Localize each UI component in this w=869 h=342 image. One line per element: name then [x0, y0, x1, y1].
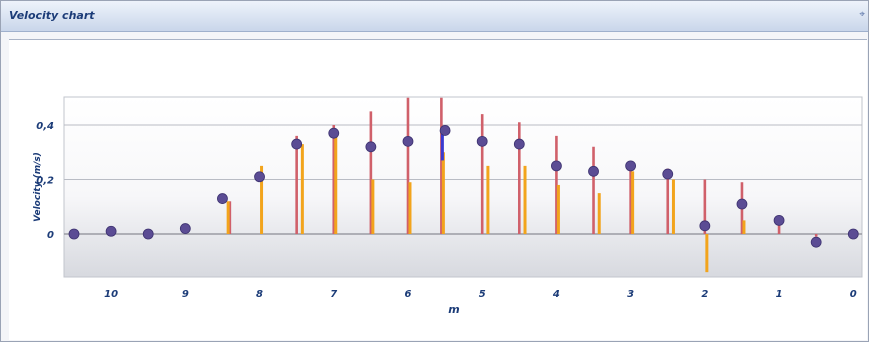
data-point	[105, 225, 117, 237]
panel-titlebar[interactable]: Velocity chart ⌖	[1, 1, 868, 32]
data-point	[402, 135, 414, 147]
x-tick-label: 7	[330, 289, 337, 300]
y-tick-label: 0,4	[36, 121, 54, 132]
data-point	[699, 220, 711, 232]
plot-area	[63, 96, 863, 278]
data-point	[328, 127, 340, 139]
data-point	[291, 138, 303, 150]
data-point	[365, 141, 377, 153]
x-axis-title: m	[448, 303, 459, 316]
x-tick-label: 0	[850, 289, 857, 300]
x-tick-label: 1	[776, 289, 783, 300]
data-point	[179, 223, 191, 234]
data-point	[551, 160, 562, 172]
data-point	[439, 125, 451, 136]
x-tick-label: 5	[479, 289, 486, 300]
x-tick-label: 4	[552, 289, 560, 300]
y-tick-label: 0	[47, 230, 54, 241]
data-point	[254, 171, 265, 183]
x-tick-label: 2	[701, 289, 708, 300]
data-point	[810, 236, 822, 248]
data-point	[625, 160, 637, 172]
panel-title: Velocity chart	[9, 9, 95, 22]
data-point	[68, 228, 80, 240]
data-point	[736, 198, 748, 210]
x-tick-label: 10	[104, 289, 118, 300]
x-tick-label: 8	[256, 289, 263, 300]
data-point	[773, 214, 785, 226]
x-tick-label: 6	[404, 289, 411, 300]
x-tick-label: 9	[182, 289, 189, 300]
pin-icon[interactable]: ⌖	[859, 9, 865, 20]
data-point	[513, 138, 525, 150]
data-point	[662, 168, 674, 180]
y-tick-label: 0,2	[36, 176, 54, 187]
data-point	[476, 135, 488, 147]
data-point	[588, 165, 599, 177]
x-tick-label: 3	[627, 289, 634, 300]
y-axis-title: Velocity (m/s)	[33, 152, 43, 222]
data-point	[142, 228, 154, 240]
data-point	[217, 193, 228, 204]
data-point	[847, 228, 859, 240]
